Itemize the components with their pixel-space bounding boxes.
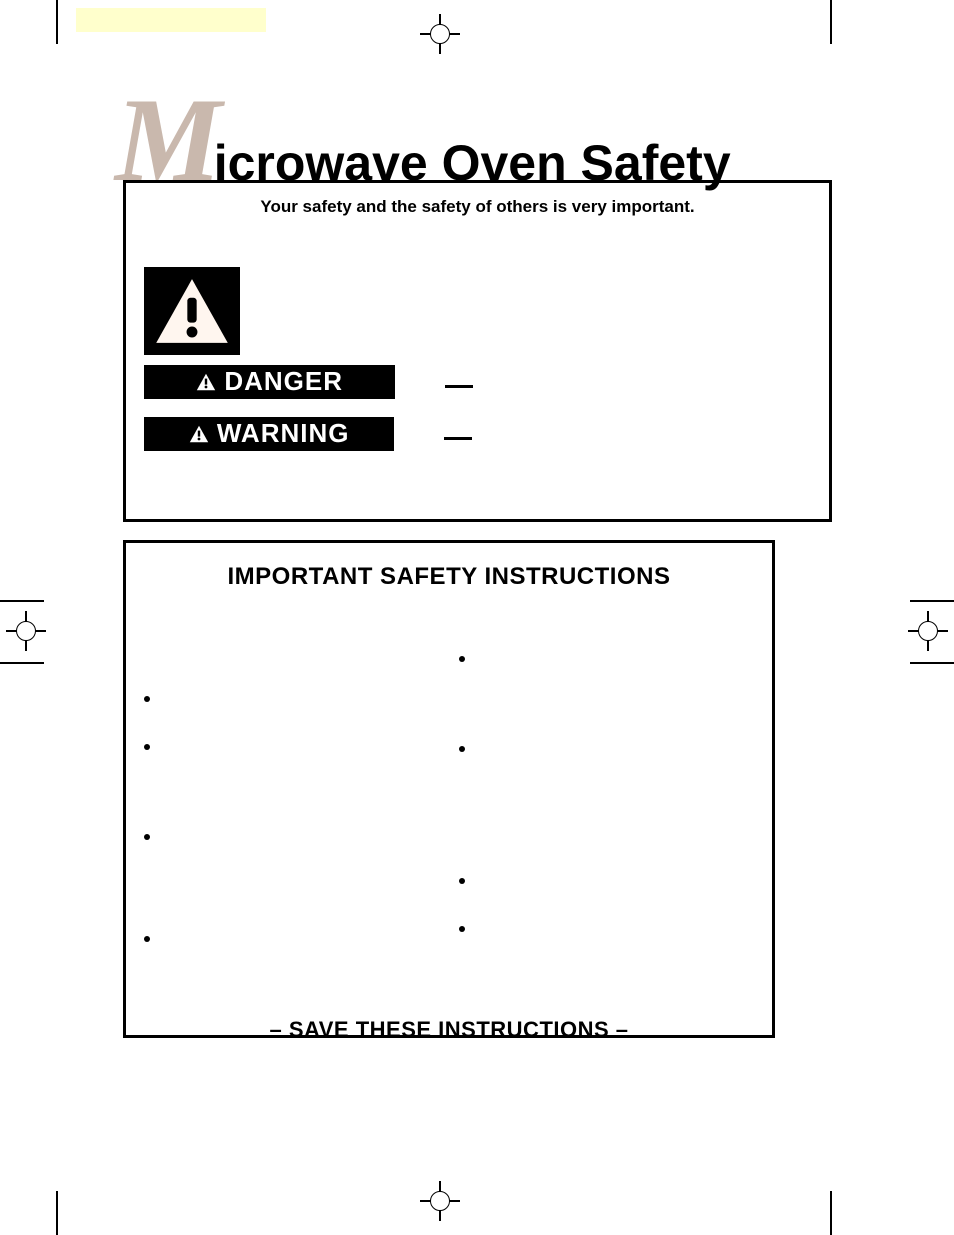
crop-mark (910, 600, 954, 602)
alert-triangle-icon (144, 267, 240, 355)
list-item: The microwave oven must be grounded. Con… (144, 829, 439, 911)
page-number: 2 (80, 1100, 87, 1115)
alert-icon (189, 425, 209, 443)
list-item: Install or locate the microwave oven onl… (144, 931, 439, 973)
crop-mark (830, 1191, 832, 1235)
list-item: Read all instructions before using the m… (144, 691, 439, 719)
safety-intro-box: Your safety and the safety of others is … (123, 180, 832, 522)
danger-label: DANGER (224, 366, 343, 397)
page-title: Microwave Oven Safety (115, 80, 855, 160)
save-instructions: – SAVE THESE INSTRUCTIONS – (144, 1017, 754, 1043)
dash (444, 437, 472, 440)
warning-label-bar: WARNING (144, 417, 394, 451)
registration-target-top (420, 14, 460, 54)
danger-definition: You will be killed or seriously injured … (491, 373, 811, 401)
crop-mark (56, 1191, 58, 1235)
instructions-right-list: Some products such as whole eggs and sea… (459, 651, 754, 977)
crop-mark (830, 0, 832, 44)
safety-headline: Your safety and the safety of others is … (144, 197, 811, 217)
crop-mark (0, 662, 44, 664)
instructions-left-list: Read all instructions before using the m… (144, 691, 439, 973)
list-item: Do not operate the microwave oven if it … (459, 921, 754, 977)
registration-target-bottom (420, 1181, 460, 1221)
registration-target-right (908, 611, 948, 651)
list-item: As with any appliance, close supervision… (459, 873, 754, 901)
dash (445, 385, 473, 388)
safety-tail: All safety messages will identify the ha… (144, 471, 811, 505)
instructions-title: IMPORTANT SAFETY INSTRUCTIONS (144, 563, 754, 591)
safety-para-1: We have provided many important safety m… (144, 225, 811, 259)
danger-label-bar: DANGER (144, 365, 395, 399)
crop-mark (0, 600, 44, 602)
crop-mark (910, 662, 954, 664)
list-item: Read and follow the specific "PRECAUTION… (144, 739, 439, 809)
highlight-bar (76, 8, 266, 32)
warning-label: WARNING (217, 418, 350, 449)
list-item: Some products such as whole eggs and sea… (459, 651, 754, 721)
crop-mark (56, 0, 58, 44)
list-item: Use the microwave oven only for its inte… (459, 741, 754, 853)
warning-definition: You can be killed or seriously injured i… (490, 425, 811, 453)
instructions-box: IMPORTANT SAFETY INSTRUCTIONS WARNING: T… (123, 540, 775, 1038)
instructions-intro: WARNING: To reduce the risk of burns, el… (144, 611, 754, 639)
alert-symbol-label: This is the safety alert symbol. This sy… (254, 267, 811, 318)
alert-icon (196, 373, 216, 391)
registration-target-left (6, 611, 46, 651)
